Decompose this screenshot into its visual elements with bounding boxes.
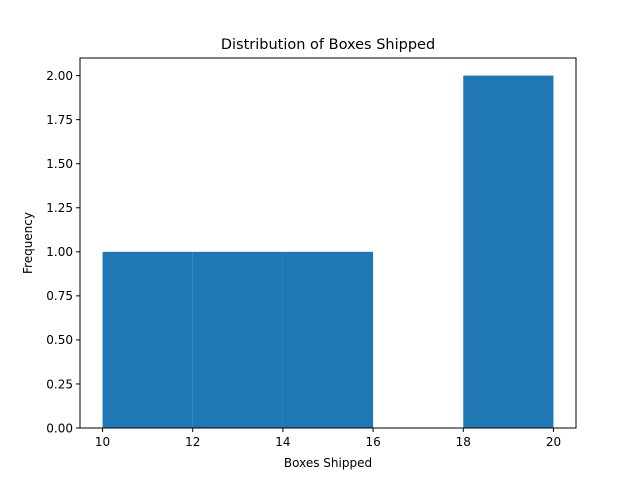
plot-frame <box>79 57 577 429</box>
x-tick-label: 14 <box>275 435 290 449</box>
y-tick-label: 0.25 <box>46 377 73 391</box>
x-tick-label: 18 <box>456 435 471 449</box>
y-axis-label: Frequency <box>21 212 35 274</box>
y-tick-label: 0.00 <box>46 421 73 435</box>
histogram-bar <box>282 251 374 428</box>
y-tick-label: 1.00 <box>46 245 73 259</box>
y-tick-label: 1.75 <box>46 113 73 127</box>
histogram-bar <box>463 75 554 428</box>
x-tick-label: 10 <box>95 435 110 449</box>
x-tick-label: 12 <box>185 435 200 449</box>
y-tick-label: 0.50 <box>46 333 73 347</box>
x-axis-ticks: 10 12 14 16 18 20 <box>95 428 561 449</box>
y-tick-label: 1.25 <box>46 201 73 215</box>
chart-title: Distribution of Boxes Shipped <box>221 37 435 53</box>
histogram-bar <box>102 251 193 428</box>
bars-layer <box>102 75 554 428</box>
y-axis-ticks: 0.00 0.25 0.50 0.75 1.00 1.25 1.50 1.75 2.00 <box>46 69 80 435</box>
y-tick-label: 1.50 <box>46 157 73 171</box>
y-tick-label: 2.00 <box>46 69 73 83</box>
histogram-bar <box>192 251 283 428</box>
x-tick-label: 16 <box>365 435 380 449</box>
y-tick-label: 0.75 <box>46 289 73 303</box>
x-tick-label: 20 <box>546 435 561 449</box>
x-axis-label: Boxes Shipped <box>284 456 372 470</box>
